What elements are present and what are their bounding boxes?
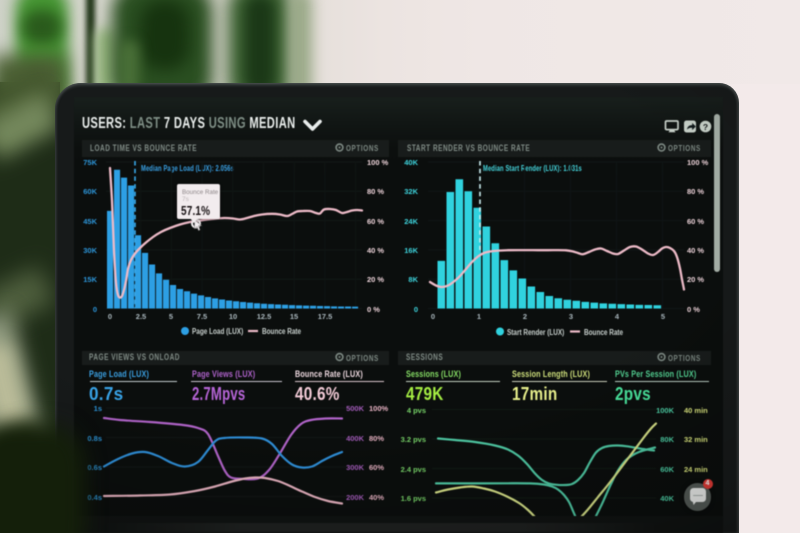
svg-text:?: ? [703,122,708,132]
